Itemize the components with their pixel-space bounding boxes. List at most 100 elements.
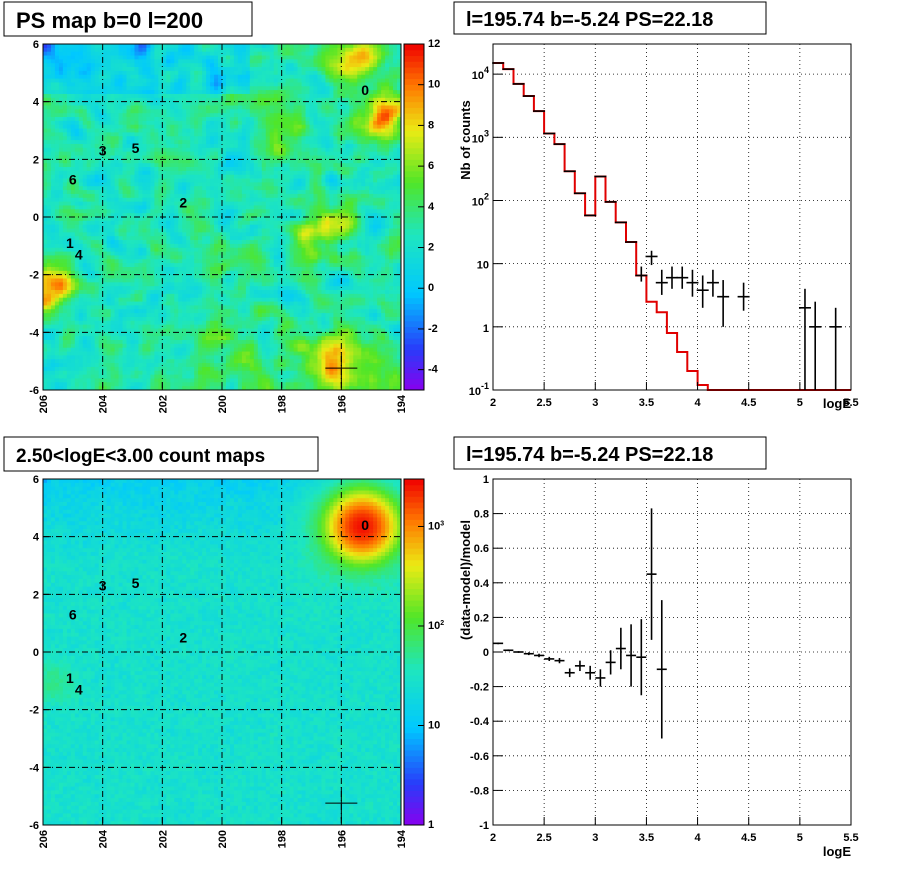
heatmap-cell bbox=[102, 151, 108, 156]
heatmap-cell bbox=[393, 90, 398, 95]
heatmap-cell bbox=[146, 255, 151, 260]
heatmap-cell bbox=[126, 174, 131, 179]
heatmap-cell bbox=[142, 182, 147, 187]
heatmap-cell bbox=[114, 109, 119, 114]
heatmap-cell bbox=[229, 51, 235, 56]
heatmap-cell bbox=[43, 132, 48, 137]
heatmap-cell bbox=[54, 55, 60, 60]
heatmap-cell bbox=[134, 113, 139, 118]
heatmap-cell bbox=[86, 101, 92, 106]
heatmap-cell bbox=[198, 205, 203, 210]
heatmap-cell bbox=[174, 205, 179, 210]
heatmap-cell bbox=[50, 159, 56, 164]
heatmap-cell bbox=[253, 201, 259, 206]
heatmap-cell bbox=[118, 247, 123, 252]
heatmap-cell bbox=[98, 143, 104, 149]
heatmap-cell bbox=[281, 55, 287, 60]
heatmap-cell bbox=[301, 217, 306, 222]
heatmap-cell bbox=[218, 232, 223, 237]
heatmap-cell bbox=[349, 151, 354, 156]
heatmap-cell bbox=[317, 159, 322, 164]
heatmap-cell bbox=[265, 213, 271, 218]
heatmap-cell bbox=[194, 113, 199, 118]
heatmap-cell bbox=[261, 240, 267, 245]
heatmap-cell bbox=[337, 190, 342, 195]
heatmap-cell bbox=[241, 217, 247, 222]
heatmap-cell bbox=[365, 155, 370, 160]
heatmap-cell bbox=[329, 90, 334, 95]
heatmap-cell bbox=[361, 251, 366, 256]
heatmap-cell bbox=[138, 47, 143, 53]
heatmap-cell bbox=[90, 205, 96, 210]
heatmap-cell bbox=[305, 240, 310, 245]
heatmap-cell bbox=[98, 51, 104, 56]
heatmap-cell bbox=[170, 70, 175, 76]
heatmap-cell bbox=[66, 113, 72, 118]
heatmap-cell bbox=[186, 186, 191, 191]
heatmap-cell bbox=[130, 178, 135, 183]
heatmap-cell bbox=[106, 117, 112, 122]
heatmap-cell bbox=[170, 151, 175, 156]
heatmap-cell bbox=[222, 117, 227, 122]
heatmap-cell bbox=[86, 93, 92, 99]
heatmap-cell bbox=[82, 82, 88, 87]
heatmap-cell bbox=[182, 220, 187, 226]
heatmap-cell bbox=[66, 120, 72, 126]
heatmap-cell bbox=[361, 86, 366, 91]
heatmap-cell bbox=[365, 159, 370, 164]
heatmap-cell bbox=[118, 240, 123, 245]
heatmap-cell bbox=[353, 86, 358, 91]
heatmap-cell bbox=[194, 228, 199, 233]
heatmap-cell bbox=[321, 193, 326, 199]
heatmap-cell bbox=[54, 93, 60, 99]
heatmap-cell bbox=[249, 193, 255, 199]
heatmap-cell bbox=[373, 182, 378, 187]
heatmap-cell bbox=[225, 155, 231, 160]
heatmap-cell bbox=[86, 51, 92, 56]
heatmap-cell bbox=[198, 44, 203, 49]
heatmap-cell bbox=[393, 201, 398, 206]
heatmap-cell bbox=[257, 224, 263, 229]
heatmap-cell bbox=[305, 70, 310, 76]
heatmap-cell bbox=[333, 70, 338, 76]
heatmap-cell bbox=[269, 105, 275, 110]
heatmap-cell bbox=[54, 163, 60, 168]
heatmap-cell bbox=[86, 213, 92, 218]
heatmap-cell bbox=[281, 174, 287, 179]
heatmap-cell bbox=[281, 228, 287, 233]
heatmap-cell bbox=[142, 197, 147, 203]
heatmap-cell bbox=[158, 132, 163, 137]
heatmap-cell bbox=[134, 128, 139, 133]
heatmap-cell bbox=[349, 251, 354, 256]
heatmap-cell bbox=[349, 78, 354, 83]
heatmap-cell bbox=[277, 101, 283, 106]
heatmap-cell bbox=[198, 132, 203, 137]
heatmap-cell bbox=[146, 90, 151, 95]
heatmap-cell bbox=[190, 101, 195, 106]
heatmap-cell bbox=[257, 232, 263, 237]
heatmap-cell bbox=[102, 97, 108, 103]
heatmap-cell bbox=[130, 86, 135, 91]
heatmap-cell bbox=[54, 255, 60, 260]
heatmap-cell bbox=[349, 55, 354, 60]
heatmap-cell bbox=[66, 147, 72, 153]
heatmap-cell bbox=[154, 63, 159, 68]
heatmap-cell bbox=[321, 159, 326, 164]
heatmap-cell bbox=[237, 159, 243, 164]
heatmap-cell bbox=[349, 193, 354, 199]
heatmap-cell bbox=[289, 186, 294, 191]
heatmap-cell bbox=[222, 220, 227, 226]
heatmap-cell bbox=[357, 224, 362, 229]
heatmap-cell bbox=[190, 209, 195, 214]
heatmap-cell bbox=[82, 44, 88, 49]
heatmap-cell bbox=[297, 155, 302, 160]
heatmap-cell bbox=[317, 47, 322, 53]
heatmap-cell bbox=[90, 105, 96, 110]
heatmap-cell bbox=[345, 247, 350, 252]
heatmap-cell bbox=[182, 63, 187, 68]
heatmap-cell bbox=[305, 232, 310, 237]
heatmap-cell bbox=[353, 109, 358, 114]
heatmap-cell bbox=[333, 109, 338, 114]
heatmap-cell bbox=[245, 209, 251, 214]
heatmap-cell bbox=[166, 193, 171, 199]
